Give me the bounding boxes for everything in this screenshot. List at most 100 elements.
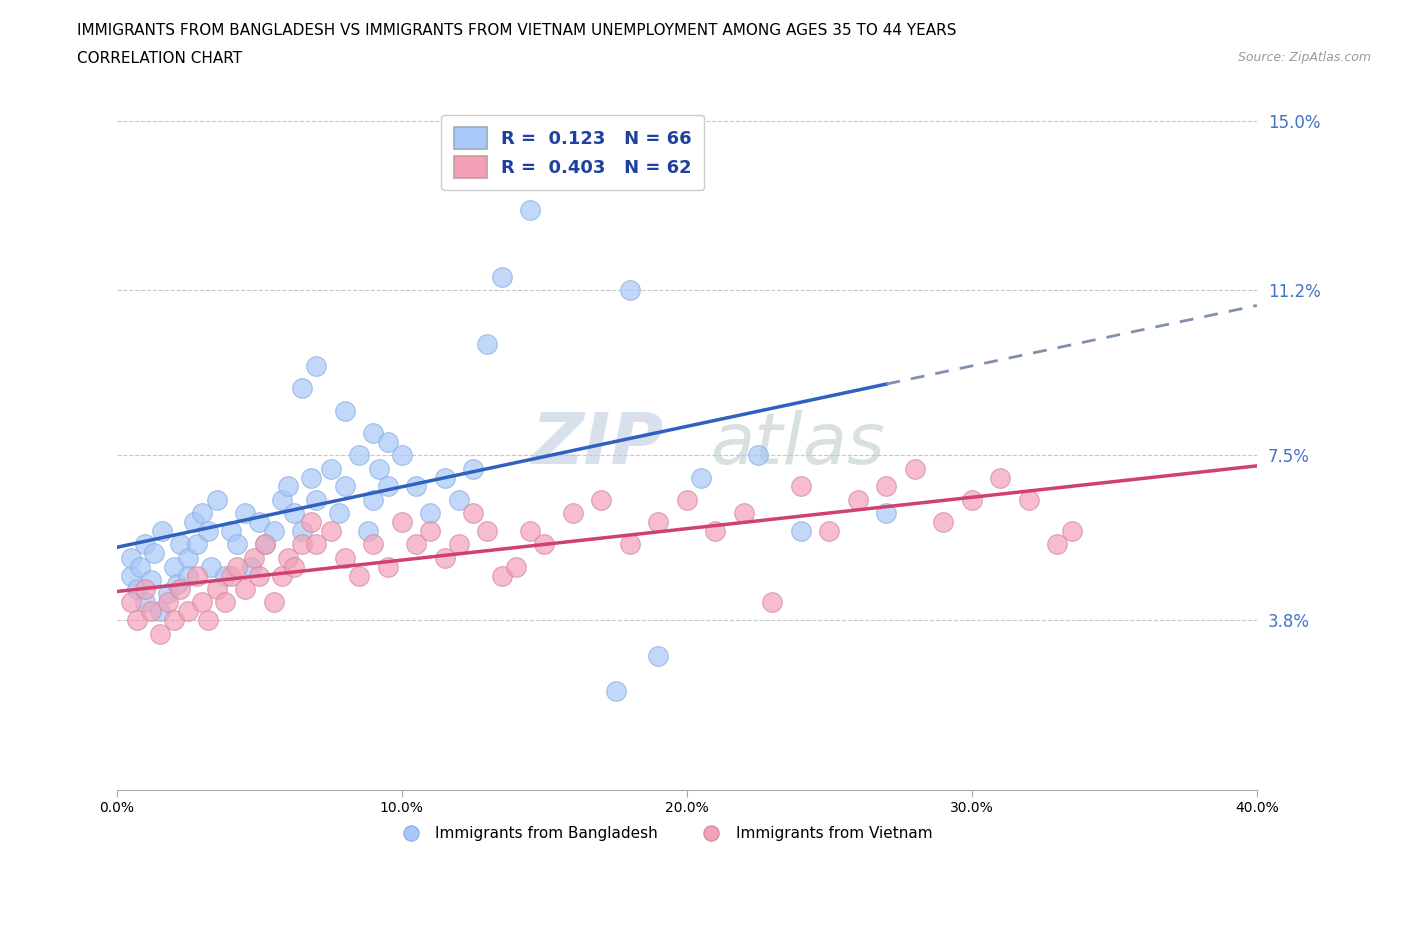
Point — [291, 524, 314, 538]
Point — [676, 492, 699, 507]
Point — [219, 568, 242, 583]
Point — [647, 648, 669, 663]
Point — [225, 537, 247, 551]
Point — [533, 537, 555, 551]
Point — [125, 613, 148, 628]
Point — [291, 381, 314, 396]
Point — [239, 559, 262, 574]
Point — [875, 479, 897, 494]
Point — [283, 559, 305, 574]
Point — [391, 448, 413, 463]
Point — [120, 568, 142, 583]
Point — [283, 506, 305, 521]
Point — [960, 492, 983, 507]
Point — [125, 581, 148, 596]
Point — [818, 524, 841, 538]
Point — [846, 492, 869, 507]
Point — [405, 479, 427, 494]
Point — [447, 537, 470, 551]
Point — [377, 434, 399, 449]
Point — [647, 514, 669, 529]
Text: CORRELATION CHART: CORRELATION CHART — [77, 51, 242, 66]
Point — [932, 514, 955, 529]
Point — [225, 559, 247, 574]
Point — [904, 461, 927, 476]
Point — [704, 524, 727, 538]
Point — [733, 506, 755, 521]
Legend: Immigrants from Bangladesh, Immigrants from Vietnam: Immigrants from Bangladesh, Immigrants f… — [389, 820, 939, 847]
Text: IMMIGRANTS FROM BANGLADESH VS IMMIGRANTS FROM VIETNAM UNEMPLOYMENT AMONG AGES 35: IMMIGRANTS FROM BANGLADESH VS IMMIGRANTS… — [77, 23, 957, 38]
Point — [299, 470, 322, 485]
Point — [277, 551, 299, 565]
Point — [205, 581, 228, 596]
Point — [169, 537, 191, 551]
Point — [690, 470, 713, 485]
Point — [619, 537, 641, 551]
Point — [233, 506, 256, 521]
Point — [186, 537, 208, 551]
Point — [247, 568, 270, 583]
Point — [299, 514, 322, 529]
Point — [197, 524, 219, 538]
Point — [271, 568, 294, 583]
Point — [219, 524, 242, 538]
Point — [139, 604, 162, 618]
Point — [347, 568, 370, 583]
Point — [186, 568, 208, 583]
Point — [197, 613, 219, 628]
Point — [157, 595, 180, 610]
Point — [333, 404, 356, 418]
Point — [271, 492, 294, 507]
Point — [368, 461, 391, 476]
Point — [477, 524, 499, 538]
Point — [134, 595, 156, 610]
Point — [561, 158, 583, 173]
Point — [356, 524, 378, 538]
Point — [477, 337, 499, 352]
Point — [377, 559, 399, 574]
Point — [166, 577, 188, 591]
Point — [333, 551, 356, 565]
Point — [391, 514, 413, 529]
Point — [363, 492, 385, 507]
Point — [177, 568, 200, 583]
Point — [120, 551, 142, 565]
Point — [363, 537, 385, 551]
Point — [157, 586, 180, 601]
Point — [363, 426, 385, 441]
Point — [519, 524, 541, 538]
Point — [319, 524, 342, 538]
Point — [177, 551, 200, 565]
Point — [988, 470, 1011, 485]
Point — [333, 479, 356, 494]
Point — [491, 270, 513, 285]
Point — [263, 595, 285, 610]
Point — [191, 506, 214, 521]
Point — [263, 524, 285, 538]
Point — [152, 524, 174, 538]
Point — [305, 359, 328, 374]
Point — [177, 604, 200, 618]
Point — [319, 461, 342, 476]
Point — [591, 492, 613, 507]
Point — [183, 514, 205, 529]
Text: atlas: atlas — [710, 409, 884, 479]
Point — [214, 568, 236, 583]
Point — [419, 506, 441, 521]
Point — [254, 537, 277, 551]
Point — [277, 479, 299, 494]
Point — [134, 581, 156, 596]
Point — [433, 551, 456, 565]
Point — [214, 595, 236, 610]
Point — [461, 461, 484, 476]
Point — [305, 492, 328, 507]
Point — [169, 581, 191, 596]
Point — [149, 626, 172, 641]
Point — [242, 551, 264, 565]
Point — [419, 524, 441, 538]
Point — [128, 559, 150, 574]
Point — [247, 514, 270, 529]
Point — [461, 506, 484, 521]
Point — [142, 546, 165, 561]
Point — [305, 537, 328, 551]
